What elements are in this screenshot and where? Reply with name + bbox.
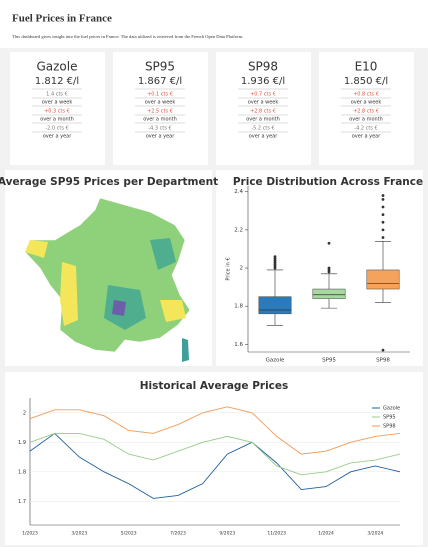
- outlier: [381, 228, 385, 232]
- outlier: [381, 205, 385, 209]
- change-value: -2.0 cts €: [45, 126, 68, 132]
- chart-title: Price Distribution Across France: [233, 176, 423, 188]
- price-card: [216, 52, 311, 165]
- change-value: -4.3 cts €: [148, 126, 171, 132]
- price-line: [29, 406, 401, 455]
- france-map: [24, 197, 191, 362]
- outlier: [381, 236, 385, 239]
- change-period: over a week: [351, 100, 382, 106]
- region: [150, 238, 176, 270]
- change-value: +0.8 cts €: [353, 92, 379, 98]
- change-period: over a week: [248, 100, 279, 106]
- legend-label: SP98: [383, 424, 396, 430]
- change-period: over a month: [40, 117, 74, 123]
- y-tick-label: 1.9: [18, 440, 26, 446]
- region: [25, 240, 48, 258]
- outlier: [273, 255, 277, 258]
- fuel-price: 1.867 €/l: [138, 76, 182, 87]
- fuel-price: 1.812 €/l: [35, 76, 79, 87]
- chart-title: Average SP95 Prices per Department: [0, 176, 218, 188]
- region: [60, 262, 78, 326]
- legend-label: SP95: [383, 415, 396, 421]
- x-tick-label: 5/2023: [121, 531, 137, 537]
- change-period: over a month: [349, 117, 383, 123]
- fuel-price: 1.850 €/l: [344, 76, 388, 87]
- corsica: [182, 338, 189, 362]
- change-period: over a year: [249, 134, 278, 140]
- outlier: [381, 213, 385, 217]
- x-tick-label: Gazole: [266, 358, 285, 364]
- change-period: over a week: [42, 100, 73, 106]
- line-panel: [5, 372, 423, 545]
- outlier: [381, 348, 385, 352]
- box: [258, 296, 292, 315]
- outlier: [381, 197, 385, 201]
- chart-title: Historical Average Prices: [140, 380, 289, 392]
- outlier: [381, 194, 385, 197]
- fuel-name: Gazole: [36, 60, 77, 74]
- x-tick-label: 1/2024: [318, 531, 334, 537]
- box: [312, 288, 346, 299]
- change-value: +0.1 cts €: [147, 92, 173, 98]
- x-tick-label: SP98: [376, 358, 390, 364]
- y-tick-label: 2: [240, 266, 244, 272]
- outlier: [381, 220, 385, 224]
- outlier: [327, 241, 331, 245]
- fuel-name: E10: [355, 60, 378, 74]
- change-period: over a year: [146, 134, 175, 140]
- region: [160, 300, 186, 322]
- change-value: +2.8 cts €: [250, 109, 276, 115]
- change-value: +0.3 cts €: [44, 109, 70, 115]
- change-period: over a month: [143, 117, 177, 123]
- change-period: over a year: [352, 134, 381, 140]
- price-line: [29, 432, 401, 476]
- outlier: [327, 266, 331, 270]
- price-card: [10, 52, 105, 165]
- box: [366, 269, 400, 290]
- change-value: -4.2 cts €: [354, 126, 377, 132]
- x-tick-label: 1/2023: [22, 531, 38, 537]
- change-value: +2.8 cts €: [353, 109, 379, 115]
- x-tick-label: 7/2023: [170, 531, 186, 537]
- x-tick-label: 3/2024: [367, 531, 383, 537]
- x-tick-label: 9/2023: [219, 531, 235, 537]
- change-period: over a year: [43, 134, 72, 140]
- change-value: +2.5 cts €: [147, 109, 173, 115]
- y-tick-label: 2.4: [234, 189, 243, 195]
- dashboard-description: This dashboard gives insight into the fu…: [12, 34, 243, 39]
- fuel-price: 1.936 €/l: [241, 76, 285, 87]
- change-period: over a month: [246, 117, 280, 123]
- fuel-name: SP98: [248, 60, 278, 74]
- change-period: over a week: [145, 100, 176, 106]
- price-card: [113, 52, 208, 165]
- x-tick-label: 11/2023: [267, 531, 286, 537]
- price-card: [319, 52, 414, 165]
- y-tick-label: 2: [23, 410, 26, 416]
- change-value: 1.4 cts €: [46, 92, 68, 98]
- box-panel: [216, 170, 423, 366]
- dashboard-title: Fuel Prices in France: [12, 13, 112, 25]
- y-axis-label: Price in €: [226, 257, 232, 280]
- price-line: [29, 432, 401, 499]
- y-tick-label: 1.8: [234, 304, 243, 310]
- y-tick-label: 2.2: [234, 227, 243, 233]
- change-value: +0.7 cts €: [250, 92, 276, 98]
- change-value: -5.2 cts €: [251, 126, 274, 132]
- y-tick-label: 1.8: [18, 469, 26, 475]
- fuel-name: SP95: [145, 60, 175, 74]
- legend-label: Gazole: [383, 406, 400, 412]
- region: [112, 300, 126, 316]
- header-panel: [0, 0, 428, 48]
- y-tick-label: 1.7: [18, 499, 26, 505]
- x-tick-label: 3/2023: [71, 531, 87, 537]
- x-tick-label: SP95: [322, 358, 336, 364]
- y-tick-label: 1.6: [234, 342, 243, 348]
